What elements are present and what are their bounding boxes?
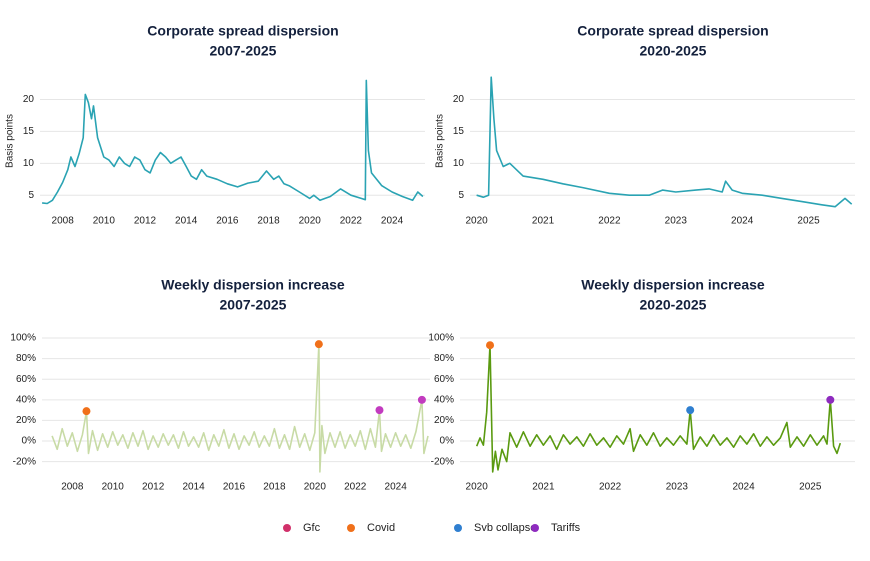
chart-subtitle: 2020-2025 (640, 43, 707, 59)
x-tick-label: 2020 (466, 216, 489, 227)
y-axis-label: Basis points (435, 114, 446, 168)
x-tick-label: 2012 (134, 216, 157, 227)
y-tick-label: 100% (428, 333, 454, 344)
x-tick-label: 2008 (61, 482, 84, 493)
x-tick-label: 2010 (93, 216, 116, 227)
event-marker (375, 406, 384, 415)
x-tick-label: 2010 (102, 482, 125, 493)
event-marker (417, 395, 426, 404)
event-marker (826, 395, 835, 404)
event-marker (82, 407, 91, 416)
x-tick-label: 2023 (665, 216, 688, 227)
legend-label: Gfc (303, 522, 321, 534)
chart-subtitle: 2020-2025 (640, 297, 707, 313)
x-tick-label: 2021 (532, 482, 555, 493)
legend-swatch (347, 524, 355, 532)
x-tick-label: 2016 (216, 216, 239, 227)
chart-subtitle: 2007-2025 (210, 43, 277, 59)
y-axis-label: Basis points (5, 114, 16, 168)
x-tick-label: 2024 (732, 482, 755, 493)
chart-subtitle: 2007-2025 (220, 297, 287, 313)
data-line (51, 343, 429, 473)
x-tick-label: 2016 (223, 482, 246, 493)
chart-title: Weekly dispersion increase (581, 277, 765, 293)
chart-title: Corporate spread dispersion (577, 23, 768, 39)
x-tick-label: 2022 (599, 482, 622, 493)
y-tick-label: 20 (453, 94, 465, 105)
y-tick-label: 0% (22, 436, 37, 447)
x-tick-label: 2023 (666, 482, 689, 493)
x-tick-label: 2022 (340, 216, 363, 227)
y-tick-label: -20% (13, 456, 36, 467)
x-tick-label: 2024 (731, 216, 754, 227)
y-tick-label: 0% (440, 436, 455, 447)
data-line (42, 79, 424, 205)
chart-title: Corporate spread dispersion (147, 23, 338, 39)
data-line (475, 344, 842, 473)
x-tick-label: 2024 (381, 216, 404, 227)
y-tick-label: 10 (23, 158, 35, 169)
y-tick-label: 80% (434, 353, 454, 364)
x-tick-label: 2008 (52, 216, 75, 227)
y-tick-label: 20% (16, 415, 36, 426)
x-tick-label: 2020 (466, 482, 489, 493)
x-tick-label: 2021 (532, 216, 555, 227)
data-line (476, 76, 853, 208)
y-tick-label: 10 (453, 158, 465, 169)
x-tick-label: 2014 (182, 482, 205, 493)
y-tick-label: 15 (453, 126, 465, 137)
x-tick-label: 2024 (385, 482, 408, 493)
y-tick-label: 60% (434, 374, 454, 385)
y-tick-label: 40% (434, 394, 454, 405)
x-tick-label: 2012 (142, 482, 165, 493)
event-marker (686, 406, 695, 415)
y-tick-label: 5 (458, 190, 464, 201)
legend-label: Covid (367, 522, 395, 534)
y-tick-label: 100% (10, 333, 36, 344)
x-tick-label: 2018 (263, 482, 286, 493)
x-tick-label: 2022 (344, 482, 367, 493)
x-tick-label: 2014 (175, 216, 198, 227)
legend-label: Svb collapse (474, 522, 536, 534)
chart-title: Weekly dispersion increase (161, 277, 345, 293)
y-tick-label: 5 (28, 190, 34, 201)
x-tick-label: 2025 (799, 482, 822, 493)
y-tick-label: -20% (431, 456, 454, 467)
x-tick-label: 2025 (797, 216, 820, 227)
x-tick-label: 2022 (598, 216, 621, 227)
event-marker (486, 341, 495, 350)
y-tick-label: 15 (23, 126, 35, 137)
x-tick-label: 2020 (304, 482, 327, 493)
event-marker (314, 340, 323, 349)
x-tick-label: 2020 (299, 216, 322, 227)
y-tick-label: 60% (16, 374, 36, 385)
y-tick-label: 40% (16, 394, 36, 405)
legend-swatch (531, 524, 539, 532)
legend-swatch (283, 524, 291, 532)
legend-label: Tariffs (551, 522, 581, 534)
y-tick-label: 20 (23, 94, 35, 105)
legend-swatch (454, 524, 462, 532)
y-tick-label: 20% (434, 415, 454, 426)
y-tick-label: 80% (16, 353, 36, 364)
x-tick-label: 2018 (257, 216, 280, 227)
